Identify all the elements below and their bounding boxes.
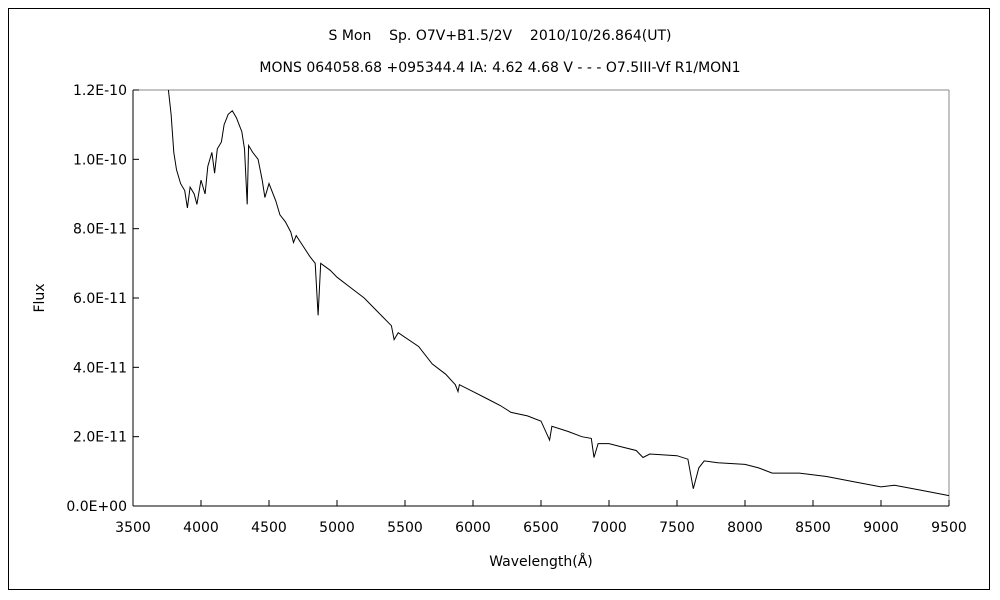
chart-title: S Mon Sp. O7V+B1.5/2V 2010/10/26.864(UT) [328, 28, 671, 44]
x-tick-label: 8000 [727, 520, 763, 536]
x-tick-label: 5000 [319, 520, 355, 536]
chart-subtitle: MONS 064058.68 +095344.4 IA: 4.62 4.68 V… [259, 60, 740, 76]
y-tick-label: 8.0E-11 [73, 222, 127, 238]
y-tick-label: 1.2E-10 [73, 83, 127, 99]
x-tick-label: 7500 [659, 520, 695, 536]
x-tick-label: 4500 [251, 520, 287, 536]
y-tick-label: 0.0E+00 [66, 499, 127, 515]
x-tick-label: 9000 [863, 520, 899, 536]
x-axis-label: Wavelength(Å) [489, 553, 593, 570]
x-tick-label: 6500 [523, 520, 559, 536]
x-tick-label: 9500 [931, 520, 967, 536]
y-tick-label: 2.0E-11 [73, 430, 127, 446]
x-tick-label: 7000 [591, 520, 627, 536]
spectrum-line [167, 89, 950, 497]
x-tick-label: 6000 [455, 520, 491, 536]
x-tick-label: 3500 [115, 520, 151, 536]
y-tick-label: 1.0E-10 [73, 152, 127, 168]
chart-frame [8, 8, 990, 590]
y-axis-label: Flux [32, 283, 48, 312]
y-tick-label: 4.0E-11 [73, 360, 127, 376]
x-tick-label: 4000 [183, 520, 219, 536]
x-tick-label: 5500 [387, 520, 423, 536]
y-tick-label: 6.0E-11 [73, 291, 127, 307]
x-tick-label: 8500 [795, 520, 831, 536]
